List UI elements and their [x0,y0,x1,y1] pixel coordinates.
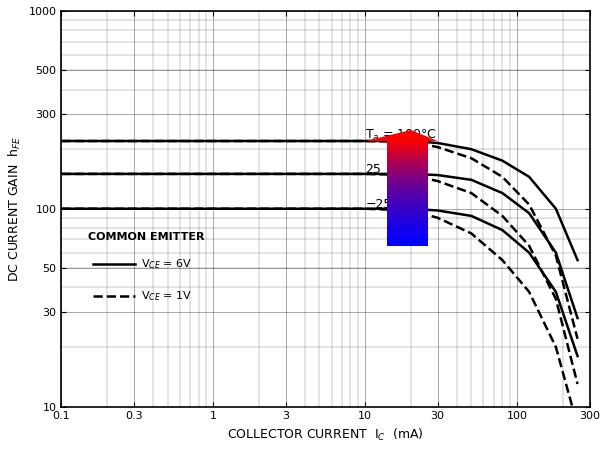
X-axis label: COLLECTOR CURRENT  I$_C$  (mA): COLLECTOR CURRENT I$_C$ (mA) [227,427,424,443]
Text: COMMON EMITTER: COMMON EMITTER [88,233,205,243]
Text: V$_{CE}$ = 1V: V$_{CE}$ = 1V [141,289,192,303]
Text: V$_{CE}$ = 6V: V$_{CE}$ = 6V [141,257,192,271]
Polygon shape [365,130,438,141]
Text: 25: 25 [365,163,381,176]
Y-axis label: DC CURRENT GAIN  h$_{FE}$: DC CURRENT GAIN h$_{FE}$ [7,136,23,282]
Text: −25: −25 [365,198,392,211]
Text: T$_a$ = 100°C: T$_a$ = 100°C [365,128,437,143]
